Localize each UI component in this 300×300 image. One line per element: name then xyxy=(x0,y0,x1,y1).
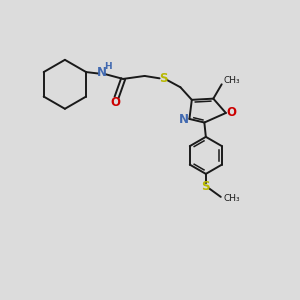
Text: S: S xyxy=(159,72,167,85)
Text: CH₃: CH₃ xyxy=(224,76,240,85)
Text: N: N xyxy=(179,113,189,126)
Text: CH₃: CH₃ xyxy=(223,194,240,203)
Text: S: S xyxy=(202,180,210,193)
Text: H: H xyxy=(104,61,111,70)
Text: O: O xyxy=(110,96,120,109)
Text: O: O xyxy=(226,106,236,119)
Text: N: N xyxy=(97,66,106,79)
